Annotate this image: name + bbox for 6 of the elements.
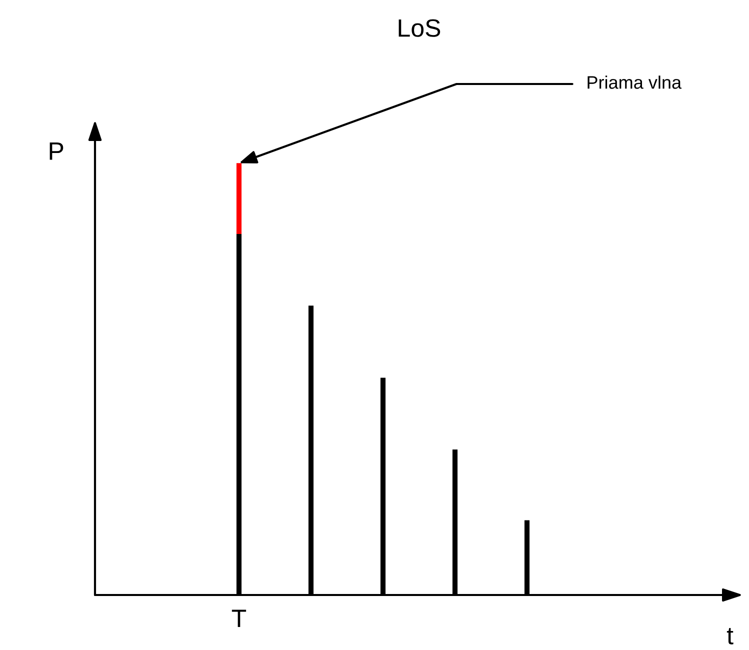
text: P: [50, 142, 64, 160]
annotation: Priama vlna: [588, 76, 682, 89]
bar: [236, 163, 242, 234]
text: t: [726, 628, 734, 644]
x-tick-label: T: [232, 610, 246, 628]
chart-title: LoS: [398, 19, 440, 37]
